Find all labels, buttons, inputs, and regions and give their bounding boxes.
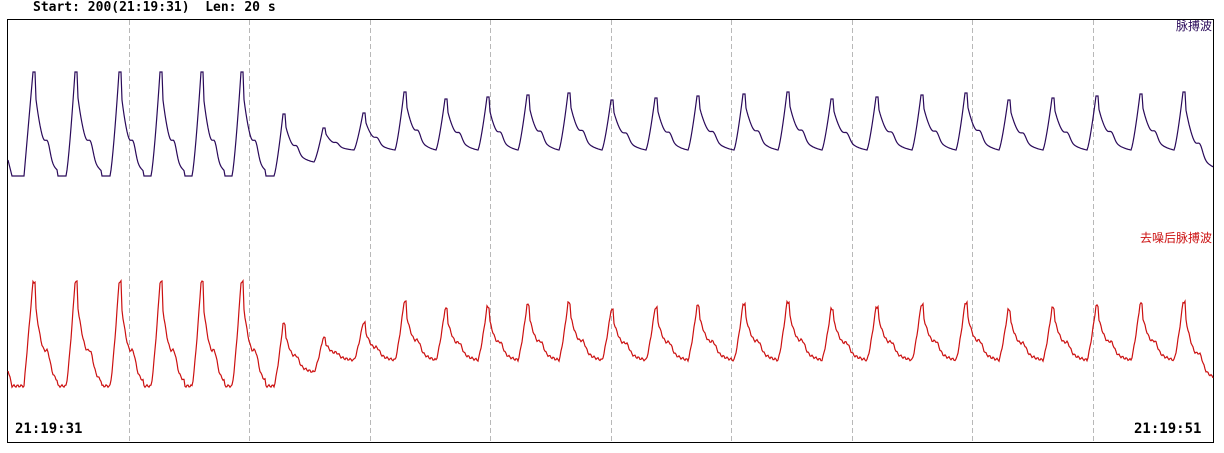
denoised-pulse-wave-trace <box>7 279 1214 389</box>
start-label: Start: <box>33 0 80 15</box>
channel-label-pulse-wave: 脉搏波 <box>1175 19 1212 33</box>
start-time-label: 21:19:31 <box>15 421 83 437</box>
pulse-wave-trace <box>7 71 1214 177</box>
channel-label-denoised-pulse-wave: 去噪后脉搏波 <box>1139 231 1212 245</box>
end-time-label: 21:19:51 <box>1134 421 1202 437</box>
start-value: 200(21:19:31) <box>87 0 190 15</box>
waveform-panel[interactable] <box>7 19 1214 443</box>
time-gridlines <box>129 20 1094 442</box>
len-label: Len: <box>205 0 237 15</box>
record-info: Start: 200(21:19:31) Len: 20 s <box>33 0 276 16</box>
len-value: 20 s <box>244 0 276 15</box>
